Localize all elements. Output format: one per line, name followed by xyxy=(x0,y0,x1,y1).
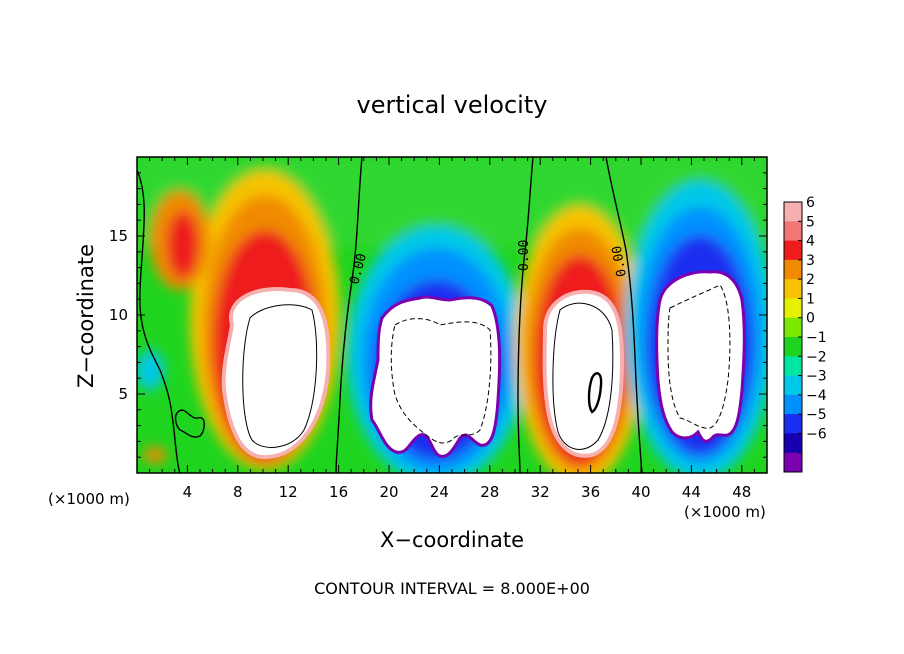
updraft-core-1 xyxy=(221,287,331,460)
colorbar: 6 5 4 3 2 1 0 −1 −2 −3 −4 −5 −6 xyxy=(783,195,827,473)
colorbar-segment xyxy=(784,375,802,396)
colorbar-label: 5 xyxy=(806,214,815,230)
zero-contour-b xyxy=(335,157,363,473)
x-tick-label: 4 xyxy=(183,483,193,501)
zero-contour-d xyxy=(605,157,643,473)
colorbar-label: 3 xyxy=(806,253,815,269)
x-tick-label: 8 xyxy=(233,483,243,501)
contour-label-2: 0.00 xyxy=(517,240,532,271)
colorbar-segment xyxy=(784,356,802,377)
colorbar-label: −5 xyxy=(806,407,827,423)
colorbar-segment xyxy=(784,240,802,261)
downdraft-core-4 xyxy=(655,270,746,443)
colorbar-label: −3 xyxy=(806,369,827,385)
y-tick-label: 15 xyxy=(109,227,128,245)
colorbar-segment xyxy=(784,221,802,242)
colorbar-label: 2 xyxy=(806,272,815,288)
contour-lines xyxy=(137,157,643,473)
max-contour-3 xyxy=(587,372,603,414)
colorbar-label: 1 xyxy=(806,291,815,307)
colorbar-segment xyxy=(784,452,802,473)
colorbar-label: 6 xyxy=(806,195,815,211)
colorbar-segment xyxy=(784,279,802,299)
colorbar-segment xyxy=(784,433,802,454)
x-tick-label: 28 xyxy=(480,483,499,501)
x-tick-label: 32 xyxy=(531,483,550,501)
colorbar-label: −6 xyxy=(806,426,827,442)
y-tick-label: 5 xyxy=(118,385,128,403)
colorbar-segment xyxy=(784,394,802,415)
x-tick-label: 20 xyxy=(379,483,398,501)
x-tick-label: 48 xyxy=(732,483,751,501)
x-unit-left: (×1000 m) xyxy=(48,490,130,508)
x-tick-label: 44 xyxy=(682,483,701,501)
colorbar-segment xyxy=(784,202,802,222)
x-tick-label: 12 xyxy=(279,483,298,501)
y-axis-label: Z−coordinate xyxy=(74,244,98,388)
contour-label-3: 0.00 xyxy=(610,244,630,277)
footer-note: CONTOUR INTERVAL = 8.000E+00 xyxy=(314,579,590,598)
zero-contour-c xyxy=(517,157,534,473)
x-tick-label: 40 xyxy=(631,483,650,501)
inner-contour-1 xyxy=(242,304,318,448)
x-tick-label: 24 xyxy=(430,483,449,501)
colorbar-segment xyxy=(784,259,802,280)
colorbar-segment xyxy=(784,298,802,319)
colorbar-label: −2 xyxy=(806,349,827,365)
colorbar-label: 4 xyxy=(806,234,815,250)
updraft-core-3 xyxy=(542,289,625,458)
y-tick-label: 10 xyxy=(109,306,128,324)
colorbar-segment xyxy=(784,317,802,338)
x-tick-label: 16 xyxy=(329,483,348,501)
colorbar-label: 0 xyxy=(806,311,815,327)
inner-contour-3 xyxy=(552,302,614,450)
chart-title: vertical velocity xyxy=(357,91,548,119)
dashed-contours xyxy=(390,284,731,444)
colorbar-segment xyxy=(784,414,802,434)
zero-contour-a xyxy=(137,169,181,473)
x-axis-label: X−coordinate xyxy=(380,528,524,552)
colorbar-segment xyxy=(784,337,802,357)
downdraft-core-2 xyxy=(369,295,502,458)
x-unit-right: (×1000 m) xyxy=(684,503,766,521)
colorbar-label: −4 xyxy=(806,388,827,404)
plot-area: 0.00 0.00 0.00 xyxy=(137,157,767,473)
x-tick-label: 36 xyxy=(581,483,600,501)
colorbar-label: −1 xyxy=(806,330,827,346)
